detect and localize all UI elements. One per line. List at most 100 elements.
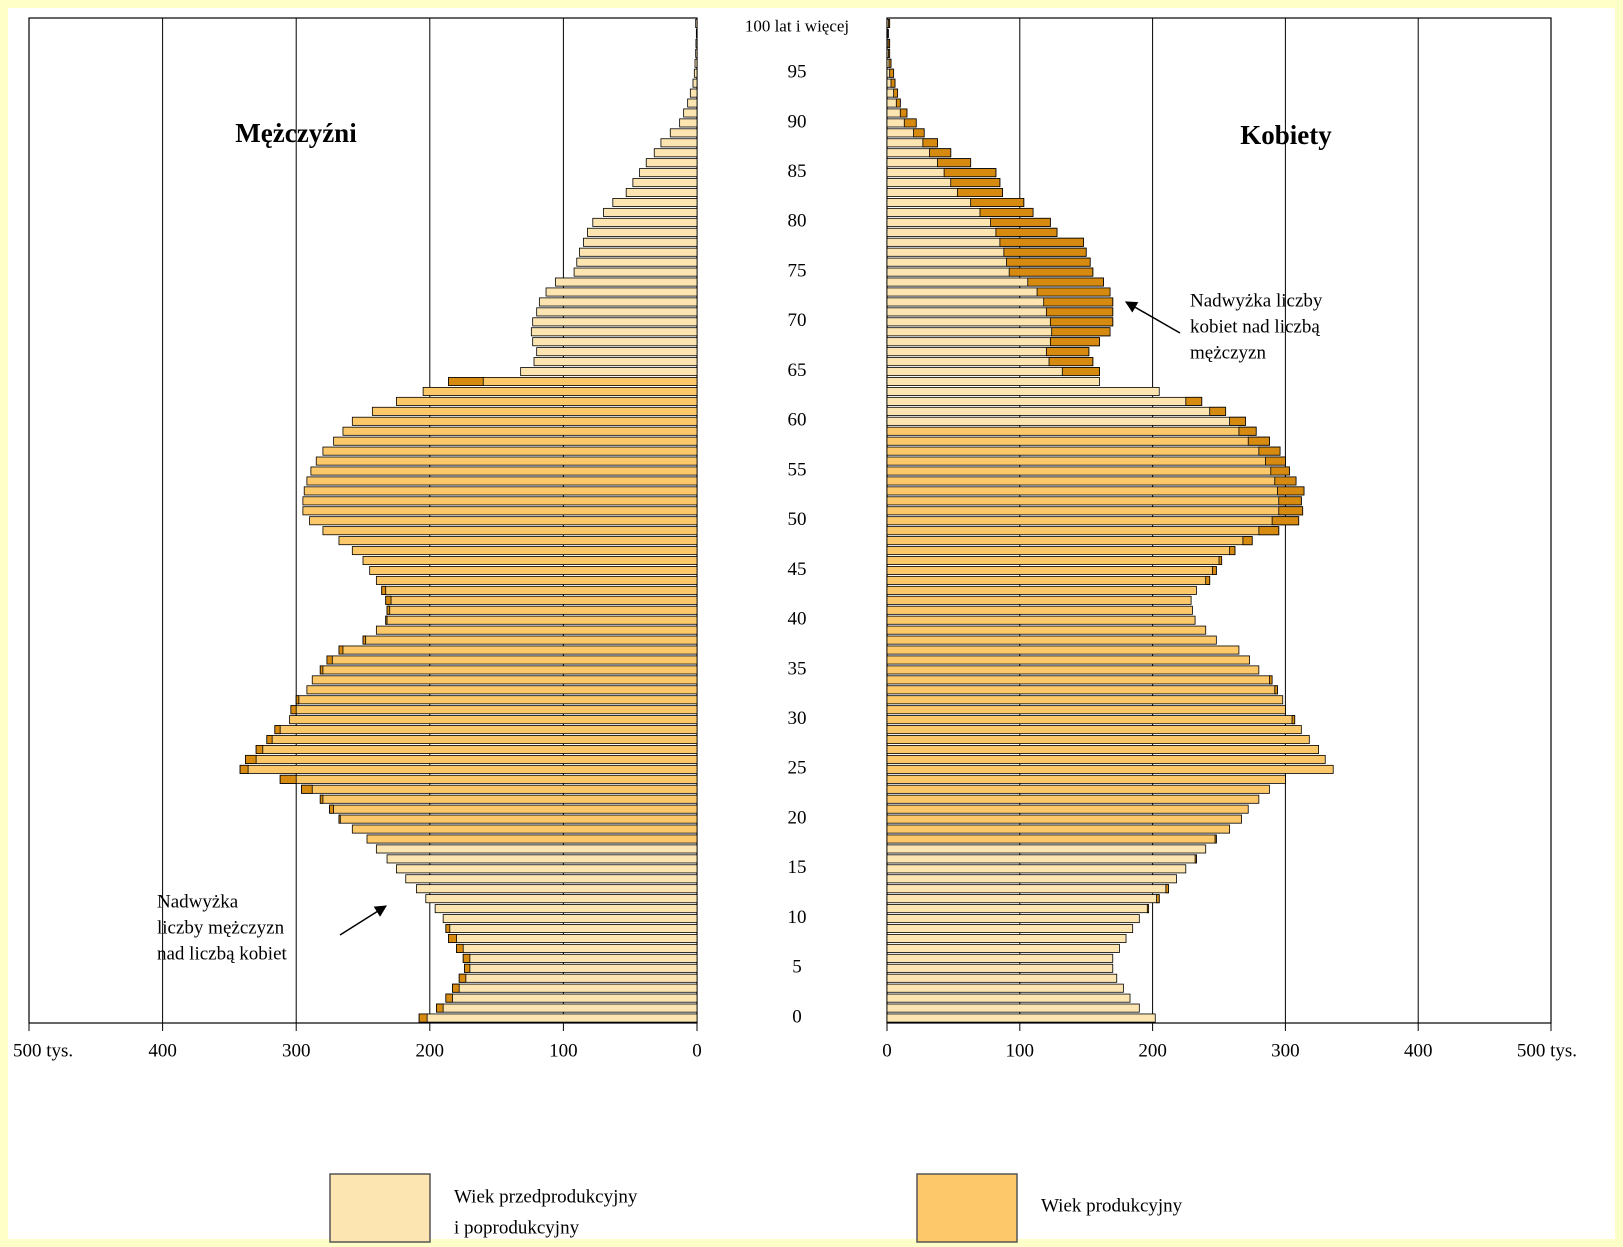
bar	[255, 745, 698, 754]
bar	[886, 486, 1305, 496]
excess-bar	[888, 58, 892, 68]
excess-bar	[1269, 675, 1273, 685]
excess-bar	[887, 18, 891, 28]
bar	[464, 963, 698, 973]
bar	[290, 705, 698, 715]
y-tick-label: 90	[788, 111, 807, 132]
bar	[886, 655, 1250, 665]
bar	[886, 963, 1114, 973]
bar	[536, 307, 698, 317]
y-tick-label: 55	[788, 459, 807, 480]
excess-bar	[893, 88, 899, 98]
y-tick-label: 40	[788, 609, 807, 630]
bar	[632, 178, 698, 188]
annotation-arrow	[1124, 301, 1181, 334]
bar	[315, 456, 698, 466]
excess-bar	[245, 754, 257, 764]
excess-bar	[385, 615, 388, 625]
excess-bar	[922, 138, 938, 148]
bar	[886, 665, 1260, 675]
excess-bar	[1270, 466, 1290, 476]
excess-bar	[445, 993, 453, 1003]
bar	[279, 774, 698, 784]
excess-bar	[436, 1003, 444, 1013]
y-tick-label: 60	[788, 410, 807, 431]
excess-bar	[319, 794, 324, 804]
annotation-arrow	[339, 905, 388, 936]
bar	[886, 924, 1134, 933]
bar	[319, 794, 698, 804]
excess-bar	[1036, 287, 1111, 297]
bar	[369, 565, 698, 575]
excess-bar	[1205, 575, 1211, 585]
bar	[886, 834, 1217, 844]
bar	[886, 446, 1281, 456]
bar	[886, 536, 1253, 546]
bar	[375, 625, 698, 635]
excess-bar	[970, 198, 1025, 207]
bar	[886, 426, 1257, 436]
bar	[886, 914, 1140, 924]
excess-bar	[895, 98, 901, 108]
excess-bar	[1229, 546, 1236, 556]
bar	[886, 953, 1114, 963]
bar	[530, 327, 698, 337]
excess-bar	[274, 725, 281, 735]
bar	[653, 148, 698, 158]
bar	[886, 585, 1197, 595]
bar	[351, 824, 698, 834]
bar	[385, 615, 698, 625]
excess-bar	[1229, 416, 1246, 426]
excess-bar	[326, 655, 333, 665]
y-tick-label: 10	[788, 907, 807, 928]
bar	[695, 28, 698, 38]
excess-bar	[1274, 685, 1278, 695]
bar	[886, 705, 1286, 715]
bar	[886, 516, 1300, 526]
bar	[886, 973, 1118, 983]
annotation: Nadwyżka liczby	[1190, 290, 1323, 311]
excess-bar	[445, 924, 451, 933]
excess-bar	[979, 207, 1034, 217]
bar	[886, 904, 1150, 914]
excess-bar	[448, 377, 484, 386]
x-tick-label: 100	[549, 1040, 578, 1061]
excess-bar	[1146, 904, 1150, 914]
excess-bar	[1045, 347, 1090, 357]
excess-bar	[913, 128, 925, 138]
excess-bar	[999, 237, 1084, 247]
legend-swatch	[916, 1173, 1018, 1243]
y-tick-label: 45	[788, 559, 807, 580]
bar	[306, 476, 698, 486]
bar	[683, 108, 698, 118]
excess-bar	[338, 814, 341, 824]
bar	[694, 58, 698, 68]
excess-bar	[929, 148, 952, 158]
x-tick-label: 400	[1404, 1040, 1433, 1061]
bar	[886, 615, 1196, 625]
bar	[532, 337, 698, 347]
excess-bar	[386, 605, 391, 615]
excess-bar	[362, 635, 367, 645]
bar	[418, 1013, 698, 1023]
excess-bar	[301, 784, 313, 794]
y-tick-label: 80	[788, 211, 807, 232]
bar	[886, 794, 1260, 804]
bar	[416, 884, 698, 894]
bar	[338, 645, 698, 655]
bar	[422, 386, 698, 396]
excess-bar	[899, 108, 908, 118]
excess-bar	[1045, 307, 1114, 317]
excess-bar	[1049, 317, 1114, 327]
y-tick-label: 65	[788, 360, 807, 381]
bar	[886, 416, 1246, 426]
annotation: Nadwyżka	[157, 891, 239, 912]
x-tick-label: 500 tys.	[1517, 1040, 1577, 1061]
bar	[603, 207, 698, 217]
bar	[371, 406, 698, 416]
bar	[375, 575, 698, 585]
bar	[545, 287, 698, 297]
bar	[886, 725, 1302, 735]
legend-label: i poprodukcyjny	[454, 1217, 580, 1238]
bar	[886, 715, 1296, 725]
